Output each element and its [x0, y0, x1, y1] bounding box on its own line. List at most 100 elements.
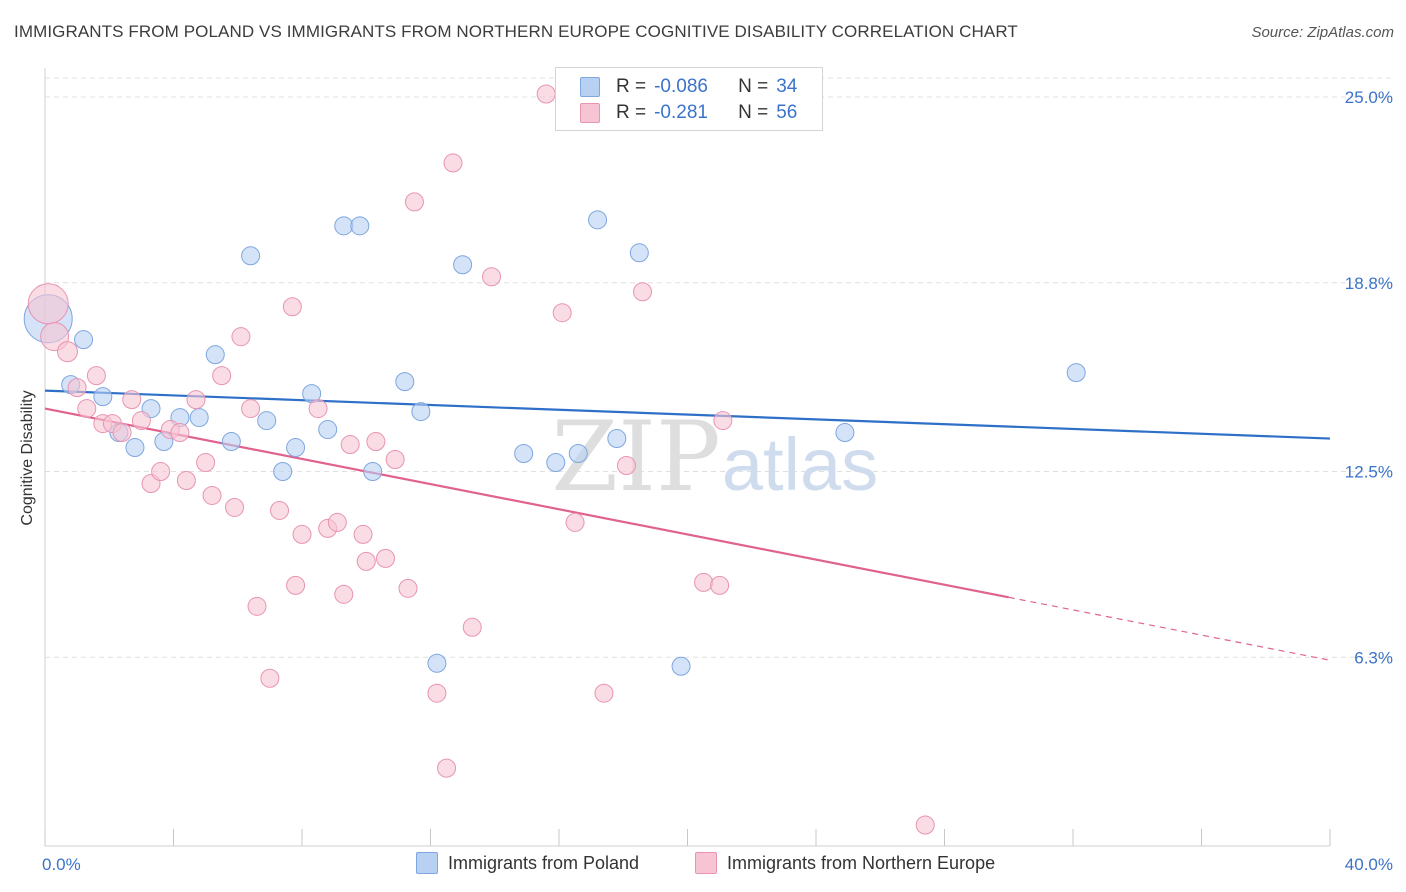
point-northern-europe [286, 575, 306, 595]
point-northern-europe [482, 267, 502, 287]
point-poland [74, 330, 94, 350]
y-tick-label: 12.5% [1345, 463, 1393, 482]
bottom-legend-label-poland: Immigrants from Poland [448, 852, 640, 873]
point-poland [363, 462, 383, 481]
gridlines [45, 77, 1394, 658]
legend-n-value: 34 [776, 76, 798, 97]
point-poland [427, 653, 447, 673]
legend-n-label: N = [738, 102, 769, 123]
point-poland [395, 372, 415, 392]
point-northern-europe [437, 758, 457, 778]
point-northern-europe [260, 668, 280, 688]
point-northern-europe [112, 423, 132, 443]
point-northern-europe [241, 399, 261, 419]
trend-line-northern-europe-extension [1008, 596, 1331, 661]
point-northern-europe [565, 512, 585, 532]
point-northern-europe [594, 683, 614, 703]
point-northern-europe [710, 575, 730, 595]
legend-swatch-northern [580, 103, 600, 123]
point-northern-europe [334, 584, 354, 604]
point-northern-europe [186, 390, 206, 410]
point-northern-europe [122, 390, 142, 410]
point-northern-europe [176, 470, 196, 490]
x-tick-label: 0.0% [42, 855, 81, 874]
point-northern-europe [366, 432, 386, 452]
legend-r-label: R = [616, 102, 647, 123]
point-poland [588, 210, 608, 230]
point-poland [125, 438, 145, 458]
point-poland [546, 453, 566, 473]
point-poland [334, 216, 354, 236]
point-northern-europe [376, 548, 396, 568]
point-poland [241, 246, 261, 266]
point-northern-europe [353, 524, 373, 544]
point-northern-europe [385, 450, 405, 470]
point-northern-europe [196, 453, 216, 473]
legend-n-label: N = [738, 76, 769, 97]
point-northern-europe [212, 366, 232, 386]
point-poland [318, 420, 338, 440]
point-northern-europe [27, 283, 69, 325]
point-northern-europe [247, 596, 267, 616]
point-poland [93, 387, 113, 407]
point-northern-europe [270, 500, 290, 520]
point-northern-europe [552, 303, 572, 323]
point-northern-europe [292, 524, 312, 544]
point-poland [629, 243, 649, 263]
trend-lines [44, 389, 1331, 661]
chart-title: IMMIGRANTS FROM POLAND VS IMMIGRANTS FRO… [14, 22, 1018, 41]
legend-r-value: -0.281 [654, 102, 708, 123]
point-northern-europe [77, 399, 97, 419]
point-northern-europe [86, 366, 106, 386]
legend-row-northern: R = -0.281 N = 56 [580, 101, 797, 125]
legend-n-value: 56 [776, 102, 798, 123]
x-tick-label: 40.0% [1345, 855, 1393, 874]
point-northern-europe [536, 84, 556, 104]
point-northern-europe [327, 512, 347, 532]
point-northern-europe [56, 341, 78, 363]
point-northern-europe [713, 411, 733, 431]
point-northern-europe [616, 456, 636, 476]
point-poland [273, 462, 293, 481]
bottom-legend-swatch-northern [695, 852, 717, 874]
trend-line-poland [44, 389, 1331, 440]
point-northern-europe [915, 815, 935, 835]
point-northern-europe [151, 462, 171, 481]
point-poland [411, 402, 431, 422]
point-northern-europe [633, 282, 653, 302]
bottom-legend-label-northern: Immigrants from Northern Europe [727, 852, 996, 873]
point-poland [257, 411, 277, 431]
bottom-legend-northern: Immigrants from Northern Europe [695, 852, 995, 874]
point-northern-europe [404, 192, 424, 212]
point-poland [221, 432, 241, 452]
y-axis-title: Cognitive Disability [19, 390, 36, 526]
point-northern-europe [282, 297, 302, 317]
legend-r-value: -0.086 [654, 76, 708, 97]
point-northern-europe [131, 411, 151, 431]
data-points [23, 84, 1086, 835]
correlation-legend: R = -0.086 N = 34 R = -0.281 N = 56 [555, 67, 823, 131]
point-poland [514, 444, 534, 464]
y-tick-label: 18.8% [1345, 274, 1393, 293]
point-poland [453, 255, 473, 275]
legend-row-poland: R = -0.086 N = 34 [580, 75, 797, 99]
legend-r-label: R = [616, 76, 647, 97]
point-northern-europe [462, 617, 482, 637]
axes [44, 68, 1331, 847]
point-poland [189, 408, 209, 428]
trend-line-northern-europe [44, 407, 1009, 599]
point-poland [607, 429, 627, 449]
y-tick-label: 25.0% [1345, 88, 1393, 107]
point-poland [205, 345, 225, 365]
point-northern-europe [67, 378, 87, 398]
point-poland [671, 656, 691, 676]
point-northern-europe [170, 423, 190, 443]
point-northern-europe [356, 551, 376, 571]
point-poland [286, 438, 306, 458]
point-northern-europe [231, 327, 251, 347]
point-northern-europe [443, 153, 463, 173]
y-tick-label: 6.3% [1354, 648, 1393, 667]
tick-labels: 6.3% 12.5% 18.8% 25.0% 0.0% 40.0% [42, 88, 1393, 874]
point-northern-europe [340, 435, 360, 455]
point-northern-europe [427, 683, 447, 703]
